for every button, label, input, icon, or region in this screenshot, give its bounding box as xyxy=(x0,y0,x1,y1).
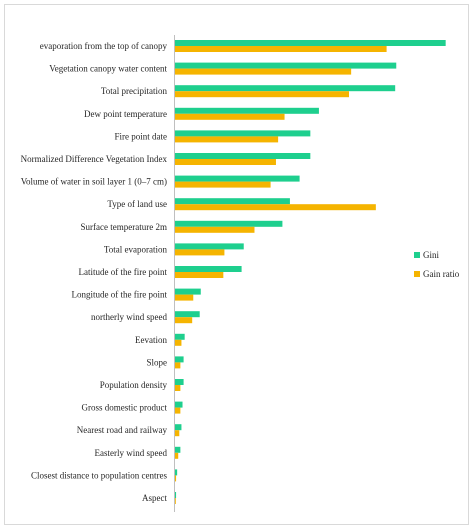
bar-gini xyxy=(175,469,178,476)
bar-gain-ratio xyxy=(175,475,177,482)
bar-gain-ratio xyxy=(175,159,276,165)
bar-gini xyxy=(175,107,319,114)
bar-gain-ratio xyxy=(175,407,181,414)
bar-gain-ratio xyxy=(175,498,176,504)
bar-gini xyxy=(175,424,182,431)
bar-gini xyxy=(175,333,185,340)
category-label: Vegetation canopy water content xyxy=(49,64,167,74)
bar-gain-ratio xyxy=(175,452,179,459)
bar-gain-ratio xyxy=(175,294,194,301)
bar-gain-ratio xyxy=(175,113,285,120)
bar-gain-ratio xyxy=(175,226,255,233)
category-label: Total evaporation xyxy=(104,244,168,254)
bar-gini xyxy=(175,492,177,498)
bar-gain-ratio xyxy=(175,136,279,143)
legend-label-gain-ratio: Gain ratio xyxy=(423,269,460,279)
category-label: Slope xyxy=(146,357,167,367)
bar-gini xyxy=(175,311,200,318)
legend-swatch-gini xyxy=(414,252,420,258)
bar-gini xyxy=(175,446,181,453)
category-label: Closest distance to population centres xyxy=(31,470,167,480)
legend: Gini Gain ratio xyxy=(414,250,460,279)
bar-gain-ratio xyxy=(175,272,224,278)
bar-gini xyxy=(175,62,397,69)
legend-swatch-gain-ratio xyxy=(414,271,420,277)
category-label: Aspect xyxy=(142,493,167,503)
category-label: Dew point temperature xyxy=(84,109,167,119)
bar-gini xyxy=(175,153,311,159)
bar-gain-ratio xyxy=(175,249,225,256)
category-label: evaporation from the top of canopy xyxy=(40,41,168,51)
bar-gini xyxy=(175,266,242,272)
bar-gini xyxy=(175,198,290,205)
category-label: Latitude of the fire point xyxy=(79,267,168,277)
category-label: Longitude of the fire point xyxy=(72,290,168,300)
category-labels: evaporation from the top of canopy Vegeta… xyxy=(21,41,168,503)
category-label: Population density xyxy=(100,380,168,390)
bar-gain-ratio xyxy=(175,46,387,52)
bar-gain-ratio xyxy=(175,362,181,369)
bar-gain-ratio xyxy=(175,430,180,437)
category-label: Nearest road and railway xyxy=(77,425,168,435)
bar-gain-ratio xyxy=(175,317,193,324)
bar-gini xyxy=(175,40,446,46)
category-label: northerly wind speed xyxy=(91,312,167,322)
category-label: Gross domestic product xyxy=(82,403,168,413)
bar-gini xyxy=(175,243,244,250)
category-label: Eevation xyxy=(135,335,167,345)
bar-gain-ratio xyxy=(175,68,352,75)
bar-gini xyxy=(175,130,311,137)
bar-gini xyxy=(175,85,396,92)
category-label: Easterly wind speed xyxy=(95,448,168,458)
category-label: Total precipitation xyxy=(101,86,168,96)
bar-gain-ratio xyxy=(175,91,349,98)
category-label: Type of land use xyxy=(107,199,167,209)
category-label: Surface temperature 2m xyxy=(81,222,167,232)
bar-gini xyxy=(175,220,283,227)
bar-gini xyxy=(175,401,183,408)
bar-gain-ratio xyxy=(175,339,182,346)
category-label: Fire point date xyxy=(115,131,168,141)
bar-gini xyxy=(175,356,184,363)
bar-gain-ratio xyxy=(175,204,376,211)
bar-gain-ratio xyxy=(175,181,271,188)
category-label: Normalized Difference Vegetation Index xyxy=(21,154,168,164)
legend-label-gini: Gini xyxy=(423,250,440,260)
bar-gini xyxy=(175,379,184,385)
bars xyxy=(175,40,446,504)
bar-gini xyxy=(175,175,300,182)
bar-gain-ratio xyxy=(175,385,181,391)
bar-gini xyxy=(175,288,201,295)
category-label: Volume of water in soil layer 1 (0–7 cm) xyxy=(21,177,167,187)
